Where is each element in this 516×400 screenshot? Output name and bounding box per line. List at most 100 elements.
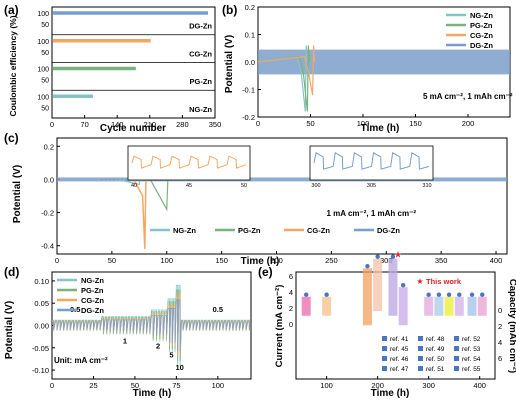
panel-e-legend-star: ★ (416, 277, 423, 286)
panel-e-legend-label: ref. 51 (426, 366, 445, 373)
panel-a-tick-label: 100 (37, 39, 49, 46)
panel-a-xtick-label: 210 (144, 120, 157, 129)
panel-a-row-label: DG-Zn (189, 22, 212, 31)
panel-b-plot: 0.2 0.1 0.0 -0.1 -0.20 50 100 150 200 NG-ZnPG-ZnC… (242, 3, 511, 128)
panel-c-inset-tick-label: 45 (186, 183, 192, 189)
panel-a-xtick-label: 280 (176, 120, 189, 129)
panel-c-inset-trace (313, 152, 430, 170)
panel-e-legend-marker (382, 346, 387, 351)
panel-e-legend-label: ref. 52 (462, 336, 481, 343)
panel-d-legend-label: DG-Zn (81, 306, 104, 315)
panel-c-xtick-label: 200 (270, 256, 283, 265)
panel-e-legend-title: This work (426, 277, 462, 286)
panel-d-xtick-label: 100 (212, 381, 225, 390)
panel-d-ytick-label: 0.00 (34, 322, 49, 331)
panel-c-series-dg-zn (57, 177, 507, 182)
panel-d-plot: 0.100.050.00-0.05-0.1002550751000.512510… (32, 271, 252, 390)
panel-a-xtick-label: 350 (209, 120, 222, 129)
panel-c-legend-label: PG-Zn (238, 226, 261, 235)
panel-e-bar (424, 296, 434, 316)
panel-a-label: (a) (4, 3, 19, 17)
panel-c-ylabel: Potential (V) (12, 165, 23, 223)
panel-d-unit-note: Unit: mA cm⁻² (54, 356, 108, 365)
panel-e-ytick-label: 2 (289, 304, 293, 313)
panel-c-xtick-label: 300 (380, 256, 393, 265)
panel-d-xtick-label: 25 (89, 381, 97, 390)
panel-c-inset-tick-label: 305 (367, 183, 376, 189)
panel-e-ytick-label: 0 (289, 320, 293, 329)
panel-e-y2tick-label: 4 (498, 338, 502, 347)
panel-c-xtick-label: 350 (435, 256, 448, 265)
panel-b: (b) Potential (V) Time (h) 5 mA cm⁻², 1 … (222, 3, 513, 134)
panel-b-series-dg-zn (258, 49, 510, 75)
panel-e-ytick-label: 6 (289, 272, 293, 281)
panel-d-ytick-label: -0.05 (32, 344, 49, 353)
panel-e-legend-label: ref. 46 (390, 356, 409, 363)
panel-c-xtick-label: 400 (490, 256, 503, 265)
panel-e-legend-marker (418, 356, 423, 361)
panel-e-legend-label: ref. 49 (426, 346, 445, 353)
panel-e-legend-label: ref. 41 (390, 336, 409, 343)
panel-b-ytick-label: -0.2 (242, 113, 255, 122)
panel-b-ytick-label: -0.1 (242, 86, 255, 95)
panel-e-legend-marker (382, 356, 387, 361)
panel-e-legend-marker (454, 336, 459, 341)
panel-b-legend-label: PG-Zn (470, 21, 493, 30)
panel-e-legend-label: ref. 47 (390, 366, 409, 373)
panel-e-legend-marker (418, 346, 423, 351)
panel-e: (e) Current (mA cm⁻²) Capacity (mAh cm⁻²… (258, 250, 516, 399)
panel-e-label: (e) (258, 265, 273, 279)
panel-c-legend-label: NG-Zn (173, 226, 196, 235)
panel-b-xtick-label: 50 (306, 119, 314, 128)
panel-d-rate-label: 2 (156, 342, 160, 351)
panel-c-xlabel: Time (h) (241, 256, 280, 267)
panel-e-bar (454, 296, 464, 316)
panel-c-plot: 0.2 0.0 -0.2 -0.40 50 100 150 200 250 300 350 400 40… (41, 137, 508, 265)
panel-c-inset-tick-label: 50 (241, 183, 247, 189)
panel-a-row-label: NG-Zn (189, 105, 212, 114)
panel-c-inset-tick-label: 300 (311, 183, 320, 189)
panel-e-marker (324, 292, 329, 297)
panel-e-marker (426, 292, 431, 297)
panel-c-xtick-label: 100 (160, 256, 173, 265)
panel-c-legend-label: CG-Zn (307, 226, 330, 235)
panel-b-series-cg-zn (257, 45, 316, 96)
panel-e-legend-marker (454, 366, 459, 371)
panel-e-marker (365, 264, 370, 269)
panel-c-inset-tick-label: 310 (422, 183, 431, 189)
panel-a-tick-label: 50 (41, 50, 49, 57)
panel-b-ytick-label: 0.0 (245, 58, 255, 67)
panel-e-ytick-label: 4 (289, 288, 293, 297)
panel-c-legend-label: DG-Zn (377, 226, 400, 235)
panel-a: (a) Coulombic efficiency (%) Cycle numbe… (4, 3, 221, 134)
panel-e-legend-label: ref. 48 (426, 336, 445, 343)
panel-e-marker (436, 292, 442, 297)
panel-e-xtick-label: 200 (371, 381, 384, 390)
panel-c-inset-connector (100, 179, 129, 181)
panel-c-series-pg-zn (149, 179, 169, 212)
panel-e-legend-marker (418, 336, 423, 341)
panel-d-ytick-label: 0.05 (34, 299, 49, 308)
panel-e-xtick-label: 100 (320, 381, 333, 390)
panel-d-legend-label: CG-Zn (81, 296, 104, 305)
panel-b-ylabel: Potential (V) (224, 35, 235, 93)
panel-d-xtick-label: 50 (131, 381, 139, 390)
panel-b-ytick-label: 0.2 (245, 3, 255, 12)
panel-e-marker (446, 292, 452, 297)
panel-e-legend-label: ref. 50 (426, 356, 445, 363)
panel-a-tick-label: 50 (41, 22, 49, 29)
panel-d-rate-label: 0.5 (213, 305, 223, 314)
panel-e-legend-marker (418, 366, 423, 371)
panel-e-marker (469, 292, 475, 297)
panel-a-tick-label: 100 (37, 67, 49, 74)
panel-b-label: (b) (222, 3, 237, 17)
panel-e-xtick-label: 300 (422, 381, 435, 390)
panel-c-series-cg-zn (133, 179, 147, 250)
panel-b-legend-label: NG-Zn (470, 11, 493, 20)
panel-c-xtick-label: 150 (215, 256, 228, 265)
panel-a-plot: 100 50 DG-Zn 100 50 CG-Zn 100 50 PG-Zn 100 50 NG-Zn… (37, 6, 222, 129)
panel-d-rate-label: 1 (123, 336, 127, 345)
panel-b-xtick-label: 150 (409, 119, 422, 128)
panel-e-legend-marker (454, 346, 459, 351)
